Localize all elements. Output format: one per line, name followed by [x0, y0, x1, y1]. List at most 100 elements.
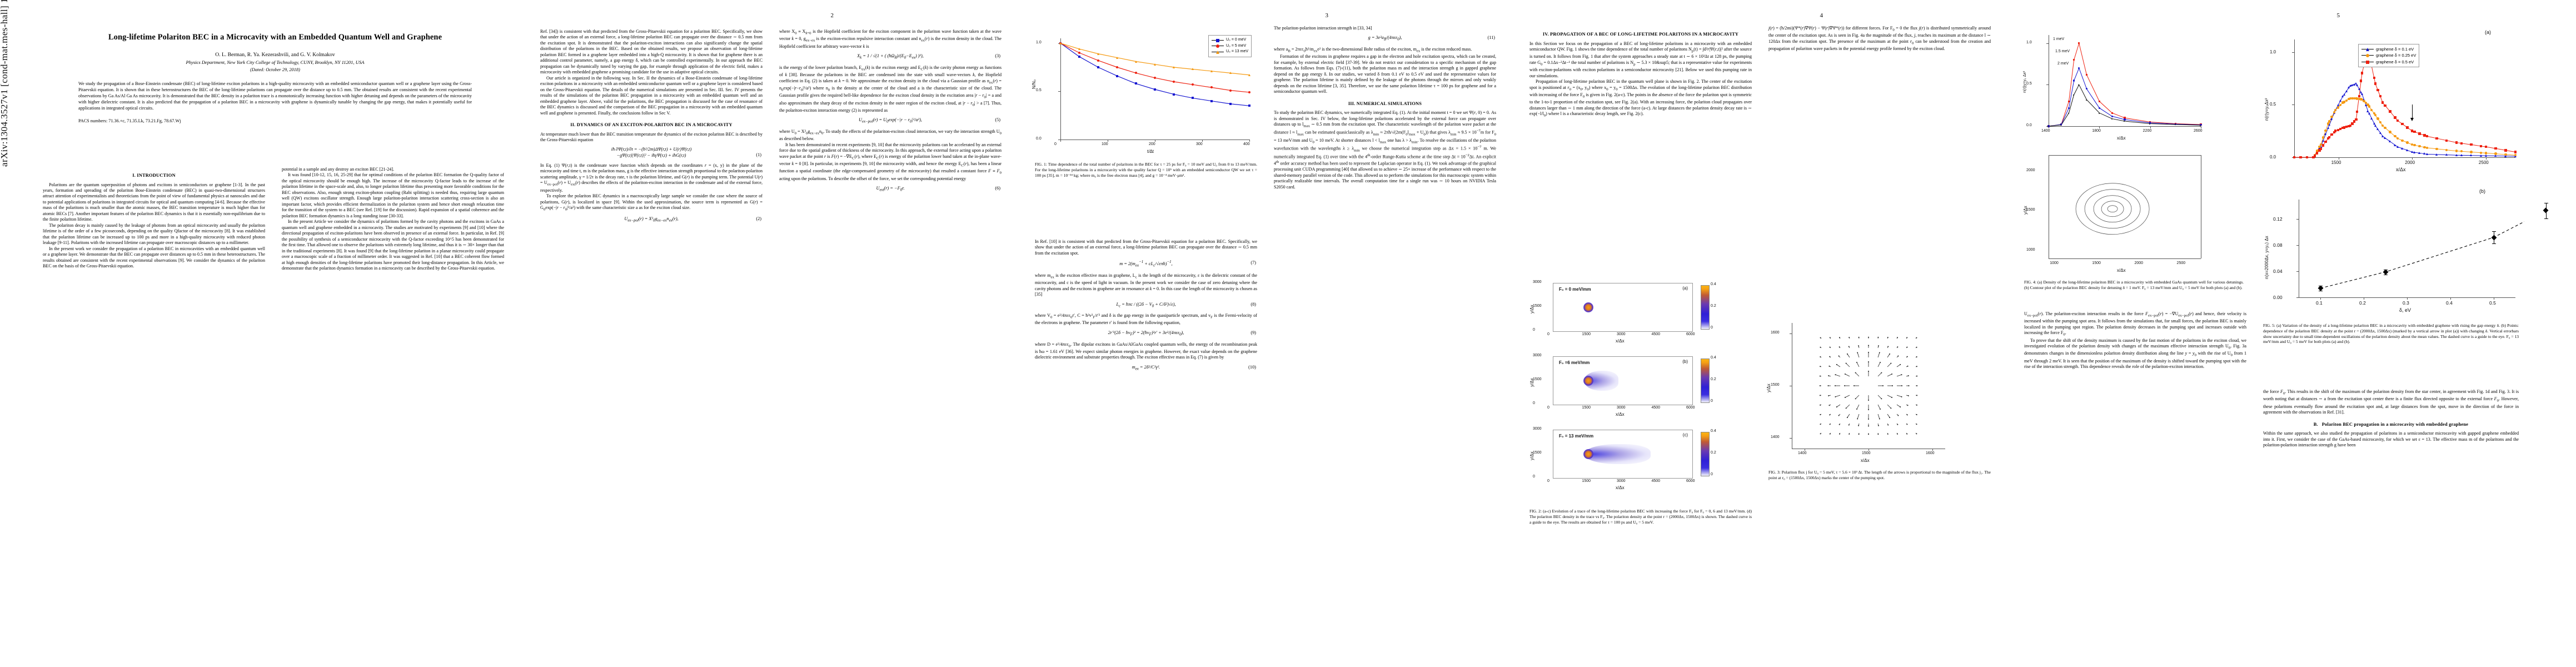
data-point [2328, 120, 2331, 123]
data-point [2376, 117, 2379, 120]
data-point [2315, 152, 2319, 155]
paragraph: Propagation of long-lifetime polariton B… [1529, 79, 1752, 118]
section-heading-conclusion: B. Polariton BEC propagation in a microc… [2313, 421, 2469, 427]
data-point [2341, 126, 2344, 130]
page4-column-right: j(r) = (ħ/2mi)(Ψ*(r)∇Ψ(r) − Ψ(r)∇Ψ*(r)) … [1768, 26, 1991, 303]
y-tick-label: 1500 [1533, 304, 1542, 308]
x-tick [1060, 140, 1061, 142]
paragraph: At temperature much lower than the BEC t… [540, 131, 763, 142]
data-point [1078, 55, 1080, 58]
data-point [2336, 128, 2339, 131]
data-point [2319, 143, 2322, 146]
equation: Uex−pol(r) = U0exp(−|r − r0|²/a²), (5) [859, 117, 1000, 125]
x-tick-label: 2000 [2134, 261, 2144, 265]
data-point [2356, 110, 2359, 113]
data-point [2401, 122, 2404, 126]
equation-number: (2) [756, 216, 761, 222]
y-axis [2294, 39, 2295, 157]
data-point [1248, 104, 1250, 107]
data-point [2339, 103, 2342, 107]
x-tick [2320, 297, 2321, 300]
data-point [2381, 125, 2384, 127]
data-point [2389, 131, 2391, 133]
data-point [2343, 93, 2345, 96]
y-axis-label: y/Δx [1529, 305, 1534, 313]
x-tick-label: 1400 [2041, 129, 2050, 133]
x-axis-label: t/Δt [1147, 149, 1154, 154]
x-tick-label: 3000 [1617, 406, 1626, 410]
data-point [2351, 97, 2354, 100]
legend-marker [1215, 44, 1219, 48]
data-point [2326, 122, 2330, 125]
legend-line [2361, 54, 2374, 58]
figure-2-chart: F₀ = 0 meV/mm (a) 0 1500 3000 4500 6000 0 1500 30… [1529, 280, 1757, 505]
data-point [2341, 101, 2344, 104]
data-point [2353, 97, 2356, 100]
x-tick-label: 2600 [2194, 129, 2203, 133]
data-point [2351, 83, 2354, 86]
y-axis-label: y/Δx [1529, 378, 1534, 387]
x-tick-label: 2500 [2478, 160, 2489, 165]
y-tick-label: 1400 [1771, 435, 1780, 440]
author-list: O. L. Berman, R. Ya. Kezerashvili, and G… [215, 51, 335, 58]
data-point [2111, 117, 2112, 120]
data-point [2479, 154, 2482, 157]
data-point [2370, 117, 2373, 120]
data-point [2406, 149, 2409, 152]
x-tick-label: 3000 [1617, 479, 1626, 483]
data-point [2333, 111, 2336, 114]
panel-label: (a) [2485, 29, 2491, 35]
data-point [2401, 147, 2404, 150]
y-tick-label: 0.5 [1036, 88, 1042, 93]
paragraph: where U0 = X²0gex−exn0. To study the eff… [779, 129, 1002, 142]
data-point [1248, 91, 1250, 94]
data-point [2321, 136, 2325, 139]
x-tick-label: 1600 [1926, 451, 1935, 455]
data-point [2336, 104, 2339, 107]
data-point [2360, 72, 2364, 74]
figure-5-chart-b: 0.1 0.2 0.3 0.4 0.5 0.00 0.04 0.08 0.12 δ, eV n(x=… [2263, 186, 2549, 320]
data-point [2418, 132, 2421, 135]
data-point [1248, 73, 1250, 76]
paragraph: where mex is the exciton effective mass … [1035, 272, 1258, 297]
data-point [2078, 83, 2080, 86]
figure-1: 0 100 200 300 400 0.0 0.5 1.0 t/Δt N/N₀ U₀ = 0 meV… [1032, 31, 1257, 178]
pacs-numbers: PACS numbers: 71.36.+c, 71.35.Lk, 73.21.… [78, 118, 181, 123]
y-tick [2046, 84, 2049, 86]
x-tick-label: 0.1 [2316, 300, 2323, 306]
colorbar-tick-label: 0.4 [1711, 356, 1716, 360]
data-point [2349, 125, 2352, 127]
data-point [2413, 131, 2416, 133]
data-point [2384, 104, 2386, 107]
paragraph: Polaritons are the quantum superposition… [43, 182, 265, 222]
x-tick-label: 100 [1102, 142, 1108, 146]
equation: mex = 2δ²/C²γ². (10) [1132, 364, 1256, 371]
data-point [2470, 151, 2473, 153]
curve-annotation: 2 meV [2057, 62, 2069, 66]
data-point [1059, 42, 1062, 44]
page-number: 5 [2336, 12, 2340, 19]
data-point [2360, 98, 2364, 101]
density-panel: F₀ = 13 meV/mm (c) [1553, 430, 1693, 479]
data-point [2124, 117, 2126, 119]
data-point [2111, 112, 2113, 114]
page4-column-left: IV. PROPAGATION OF A BEC OF LONG-LIFETIM… [1529, 26, 1752, 259]
density-core [1583, 302, 1593, 312]
y-tick-label: 1000 [2026, 247, 2035, 252]
paragraph: In Eq. (1) Ψ(r,t) is the condensate wave… [540, 162, 763, 193]
y-tick-label: 1500 [2026, 208, 2035, 212]
data-point [1135, 82, 1137, 85]
data-point [2374, 82, 2377, 85]
y-tick [2046, 126, 2049, 127]
paragraph: In the present work we consider the prop… [43, 246, 265, 269]
data-point [2360, 79, 2363, 82]
data-point [2389, 110, 2391, 113]
data-point [2078, 42, 2080, 44]
data-point [1116, 74, 1118, 77]
x-tick-label: 0.3 [2403, 300, 2409, 306]
data-point [2345, 99, 2348, 102]
legend-row: U₀ = 13 meV [1211, 49, 1248, 55]
affiliation: Physics Department, New York City Colleg… [186, 59, 365, 65]
legend-line [1211, 38, 1224, 42]
panel-label: (c) [1682, 432, 1688, 437]
